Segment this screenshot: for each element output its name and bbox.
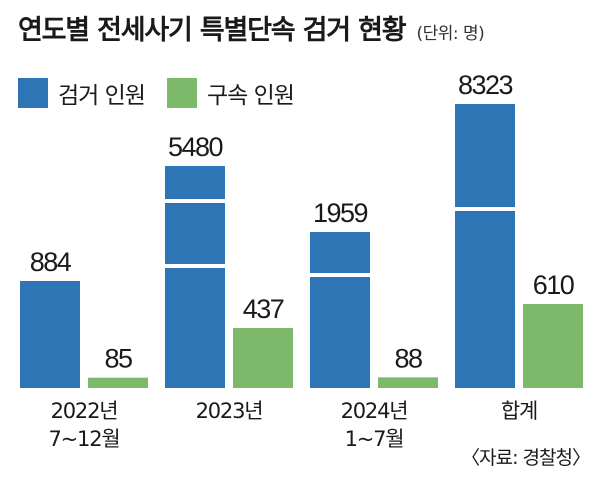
category-label-2-1: 1~7월 [345,427,404,451]
data-label-detained-3: 610 [533,270,574,300]
bar-arrested-0 [20,281,80,388]
legend-swatch-detained [166,78,197,108]
category-label-1-0: 2023년 [196,399,263,423]
category-label-0-0: 2022년 [51,399,118,423]
data-label-detained-0: 85 [104,344,132,374]
bar-detained-0 [88,377,148,388]
category-label-0-1: 7~12월 [49,427,120,451]
chart-title: 연도별 전세사기 특별단속 검거 현황 [18,15,407,46]
bar-detained-1 [233,328,293,388]
axis-break-mark-1-0 [165,199,225,203]
legend-item-detained: 구속 인원 [166,76,295,110]
data-label-arrested-3: 8323 [458,70,513,100]
unit-label: (단위: 명) [416,24,485,44]
bar-arrested-2 [310,232,370,388]
category-label-2-0: 2024년 [341,399,408,423]
legend-item-arrested: 검거 인원 [18,76,146,110]
axis-break-mark-1-1 [165,264,225,268]
axis-break-mark-3-0 [455,207,515,211]
category-label-3-0: 합계 [501,399,537,423]
legend-label-detained: 구속 인원 [206,83,295,109]
legend: 검거 인원 구속 인원 [18,76,316,110]
bar-detained-2 [378,377,438,388]
data-label-arrested-0: 884 [30,247,72,277]
data-label-arrested-1: 5480 [168,132,223,162]
bar-detained-3 [523,304,583,388]
data-label-detained-1: 437 [243,294,284,324]
title-row: 연도별 전세사기 특별단속 검거 현황 (단위: 명) [18,8,485,47]
legend-swatch-arrested [18,78,48,108]
bar-arrested-3 [455,104,515,388]
axis-break-mark-2-0 [310,273,370,277]
data-label-arrested-2: 1959 [313,198,368,228]
data-label-detained-2: 88 [394,343,422,373]
source-note: 〈자료: 경찰청〉 [461,447,591,469]
legend-label-arrested: 검거 인원 [58,83,146,109]
